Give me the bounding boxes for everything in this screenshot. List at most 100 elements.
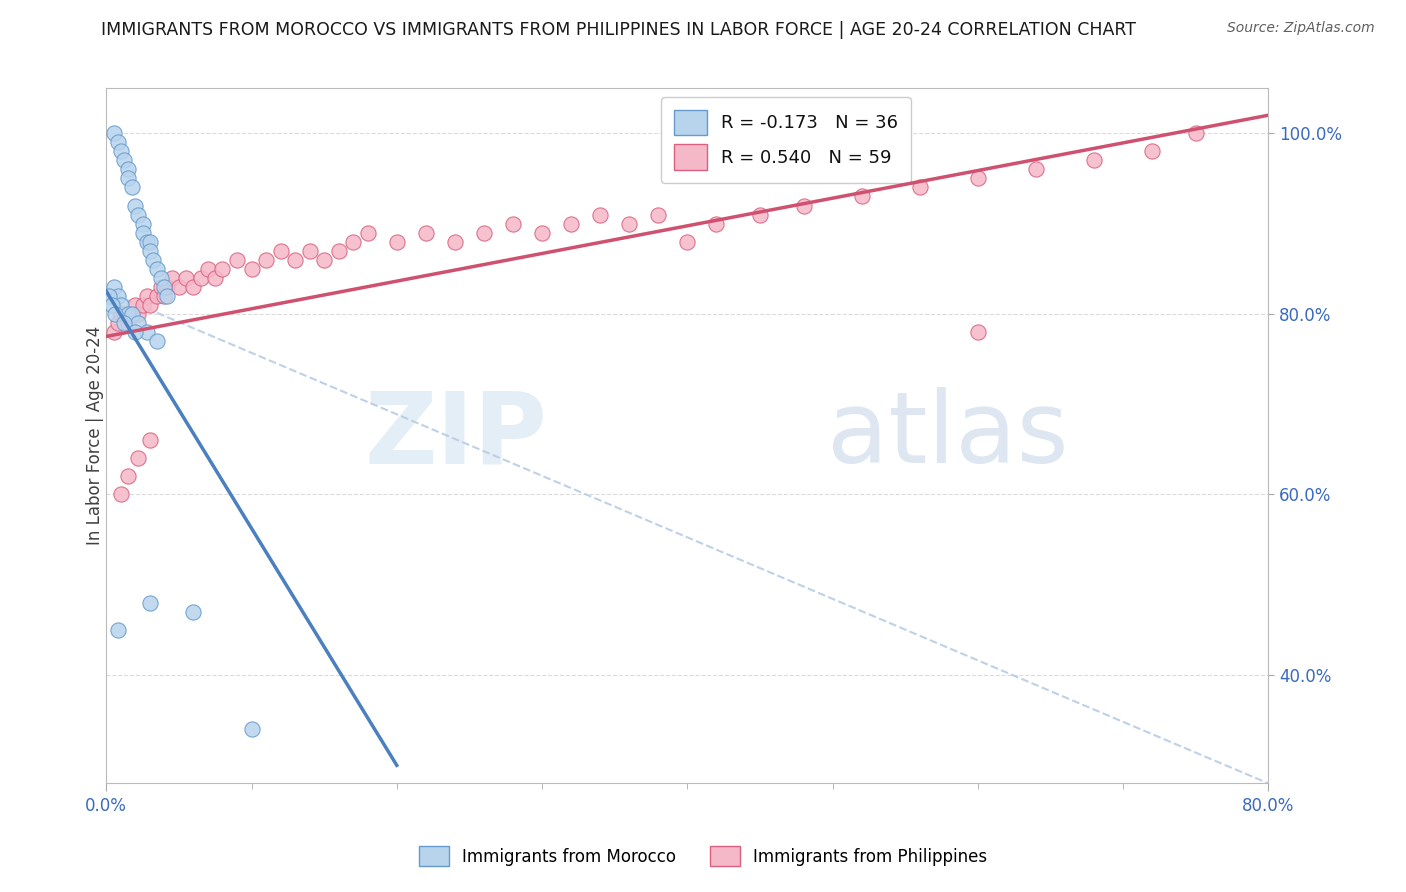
Point	[298, 244, 321, 258]
Point	[342, 235, 364, 249]
Point	[153, 279, 176, 293]
Point	[240, 722, 263, 736]
Y-axis label: In Labor Force | Age 20-24: In Labor Force | Age 20-24	[86, 326, 104, 545]
Point	[124, 325, 146, 339]
Point	[385, 235, 408, 249]
Point	[103, 126, 125, 140]
Point	[226, 252, 249, 267]
Point	[792, 198, 814, 212]
Point	[240, 261, 263, 276]
Point	[619, 217, 641, 231]
Point	[121, 307, 143, 321]
Point	[107, 316, 129, 330]
Point	[851, 189, 873, 203]
Point	[139, 235, 162, 249]
Point	[156, 289, 179, 303]
Point	[110, 307, 132, 321]
Point	[531, 226, 554, 240]
Point	[270, 244, 292, 258]
Point	[131, 226, 153, 240]
Point	[748, 208, 770, 222]
Point	[103, 279, 125, 293]
Point	[647, 208, 669, 222]
Point	[146, 261, 169, 276]
Point	[112, 307, 135, 321]
Point	[131, 298, 153, 312]
Point	[150, 270, 173, 285]
Point	[174, 270, 197, 285]
Point	[103, 325, 125, 339]
Point	[142, 252, 165, 267]
Point	[112, 316, 135, 330]
Point	[127, 307, 149, 321]
Point	[146, 334, 169, 348]
Point	[104, 307, 127, 321]
Point	[314, 252, 336, 267]
Point	[101, 298, 124, 312]
Point	[284, 252, 307, 267]
Legend: R = -0.173   N = 36, R = 0.540   N = 59: R = -0.173 N = 36, R = 0.540 N = 59	[661, 97, 911, 183]
Point	[167, 279, 190, 293]
Point	[190, 270, 212, 285]
Point	[183, 279, 205, 293]
Point	[117, 469, 139, 483]
Point	[560, 217, 582, 231]
Point	[139, 244, 162, 258]
Point	[139, 434, 162, 448]
Text: Source: ZipAtlas.com: Source: ZipAtlas.com	[1227, 21, 1375, 35]
Point	[139, 596, 162, 610]
Point	[107, 623, 129, 637]
Point	[183, 605, 205, 619]
Point	[254, 252, 277, 267]
Point	[1083, 153, 1105, 168]
Point	[117, 307, 139, 321]
Point	[110, 145, 132, 159]
Point	[966, 171, 988, 186]
Point	[908, 180, 931, 194]
Point	[589, 208, 612, 222]
Point	[107, 136, 129, 150]
Point	[131, 217, 153, 231]
Point	[135, 325, 157, 339]
Point	[966, 325, 988, 339]
Text: atlas: atlas	[827, 387, 1069, 484]
Point	[146, 289, 169, 303]
Point	[160, 270, 183, 285]
Point	[117, 162, 139, 177]
Point	[127, 451, 149, 466]
Point	[1025, 162, 1047, 177]
Point	[502, 217, 524, 231]
Point	[139, 298, 162, 312]
Point	[135, 235, 157, 249]
Point	[121, 180, 143, 194]
Point	[197, 261, 219, 276]
Point	[415, 226, 437, 240]
Point	[444, 235, 467, 249]
Point	[1184, 126, 1206, 140]
Legend: Immigrants from Morocco, Immigrants from Philippines: Immigrants from Morocco, Immigrants from…	[412, 839, 994, 873]
Point	[107, 289, 129, 303]
Point	[121, 307, 143, 321]
Point	[706, 217, 728, 231]
Point	[676, 235, 699, 249]
Text: ZIP: ZIP	[366, 387, 548, 484]
Point	[472, 226, 495, 240]
Point	[98, 289, 121, 303]
Point	[135, 289, 157, 303]
Point	[117, 316, 139, 330]
Point	[156, 279, 179, 293]
Point	[204, 270, 226, 285]
Point	[328, 244, 350, 258]
Point	[110, 298, 132, 312]
Point	[112, 153, 135, 168]
Point	[150, 279, 173, 293]
Point	[110, 487, 132, 501]
Point	[127, 208, 149, 222]
Point	[153, 289, 176, 303]
Text: IMMIGRANTS FROM MOROCCO VS IMMIGRANTS FROM PHILIPPINES IN LABOR FORCE | AGE 20-2: IMMIGRANTS FROM MOROCCO VS IMMIGRANTS FR…	[101, 21, 1136, 38]
Point	[117, 171, 139, 186]
Point	[211, 261, 233, 276]
Point	[357, 226, 380, 240]
Point	[124, 198, 146, 212]
Point	[1140, 145, 1163, 159]
